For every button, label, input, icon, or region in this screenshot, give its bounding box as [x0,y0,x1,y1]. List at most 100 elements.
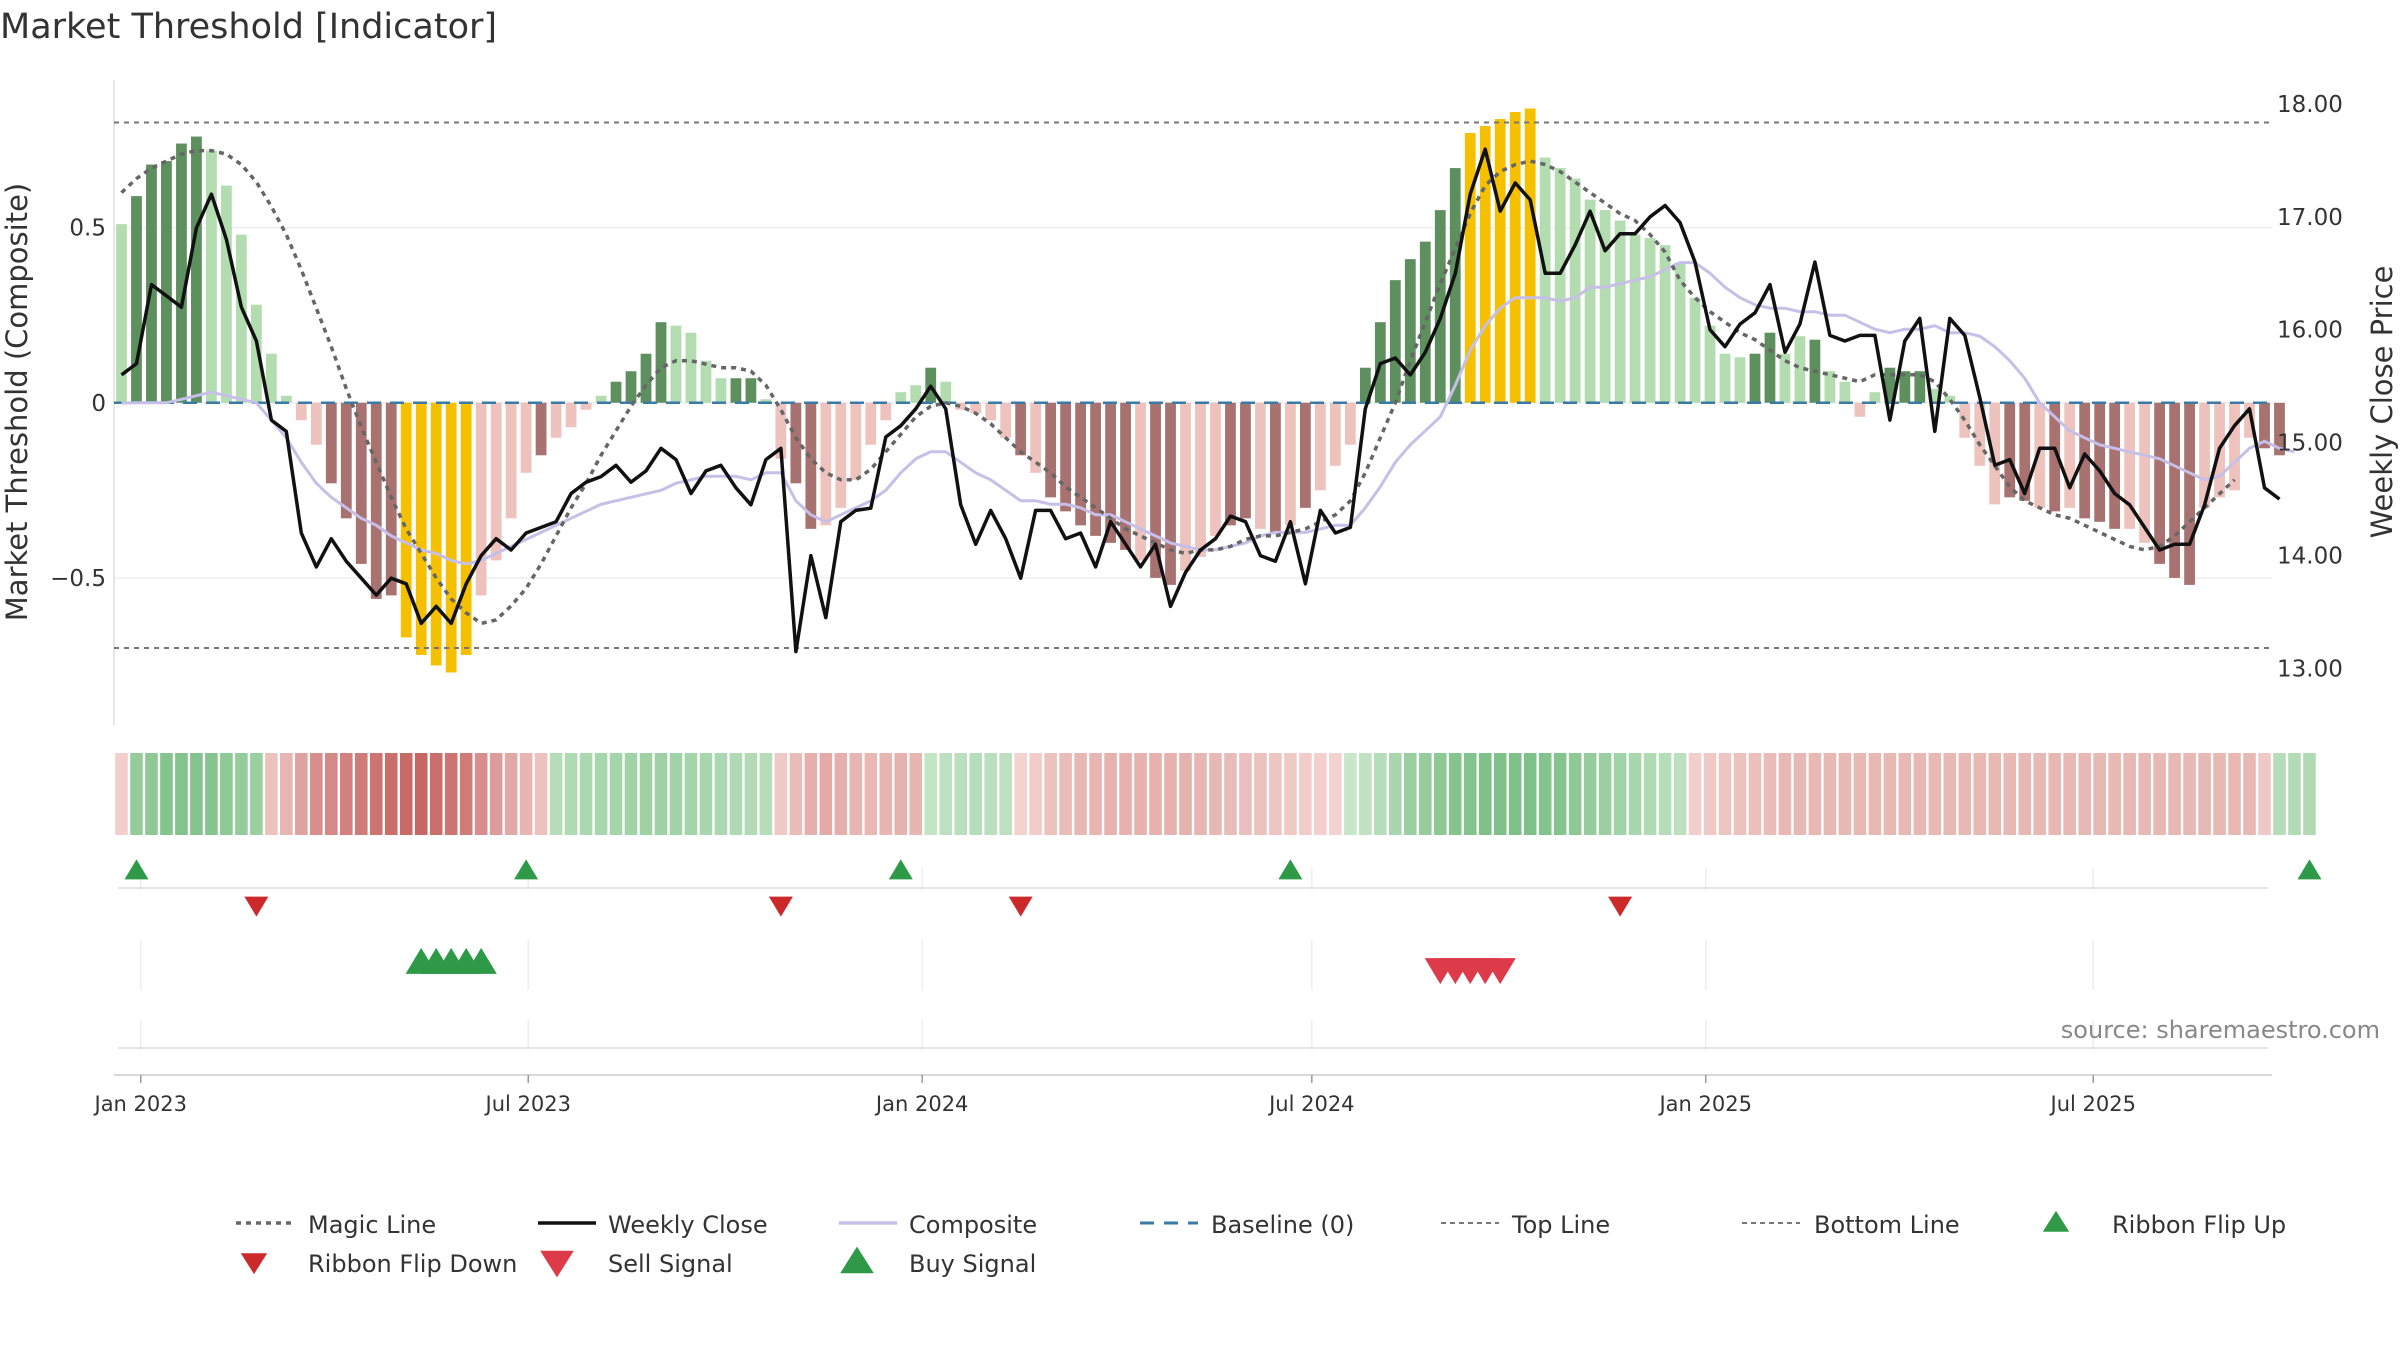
x-tick-label: Jul 2025 [2049,1092,2136,1116]
bar [1285,402,1296,526]
legend: Magic Line Weekly Close Composite Baseline … [236,1210,2286,1278]
ribbon-cell [1763,753,1777,835]
bar [790,402,802,484]
bar [1210,402,1221,536]
legend-item-flip_down: Ribbon Flip Down [240,1250,517,1278]
legend-item-buy: Buy Signal [840,1246,1036,1278]
bar [2004,402,2016,498]
ribbon-cell [714,753,728,835]
ribbon-cell [1014,753,1027,835]
legend-label: Top Line [1511,1211,1610,1239]
ribbon-cell [145,753,158,835]
bar [565,402,577,428]
bar [1944,395,1956,403]
ribbon-cell [819,753,833,835]
bar [206,150,217,403]
ribbon-cell [1209,753,1222,835]
y-right-tick-label: 14.00 [2277,544,2343,570]
ribbon-cell [1254,753,1267,835]
x-tick-label: Jan 2025 [1657,1092,1752,1116]
bar [280,395,292,403]
legend-item-bottom: Bottom Line [1742,1211,1960,1239]
bar [1165,402,1176,585]
ribbon-cell [1164,753,1177,835]
legend-item-baseline: Baseline (0) [1140,1211,1354,1239]
legend-label: Ribbon Flip Up [2112,1211,2286,1239]
ribbon-cell [130,753,143,835]
bar [1060,402,1072,512]
ribbon-cell [1928,753,1942,835]
ribbon-cell [1149,753,1162,835]
ribbon-cell [924,753,938,835]
legend-item-sell: Sell Signal [540,1250,733,1278]
chart-title: Market Threshold [Indicator] [0,7,497,47]
ribbon-cell [325,753,338,835]
composite-line [121,261,2295,566]
ribbon-cell [295,753,308,835]
legend-item-magic: Magic Line [236,1211,436,1239]
composite-bars [116,108,2285,673]
bar [1869,392,1881,403]
ribbon-cell [579,753,593,835]
ribbon-cell [864,753,878,835]
bar [1659,245,1671,403]
y-left-tick-label: −0.5 [50,566,106,592]
ribbon-cell [984,753,997,835]
ribbon-cell [1718,753,1732,835]
ribbon-cell [2228,753,2241,835]
ribbon-cell [2213,753,2226,835]
ribbon-cell [834,753,848,835]
bar [1120,402,1131,550]
ribbon-cell [1988,753,2002,835]
ribbon-cell [1523,753,1537,835]
ribbon-cell [1448,753,1462,835]
bar [1270,402,1281,533]
bar [1015,402,1027,456]
ribbon-cell [774,753,788,835]
ribbon-cell [2183,753,2196,835]
ribbon-cell [2048,753,2061,835]
sell-signal-marker [1484,958,1516,985]
legend-label: Bottom Line [1814,1211,1960,1239]
ribbon-cell [894,753,908,835]
bar [2229,402,2240,491]
ribbon-cell [310,753,323,835]
bar [1719,353,1731,403]
ribbon-cell [190,753,203,835]
ribbon-cell [1194,753,1207,835]
bar [1899,371,1911,403]
ribbon-cell [1418,753,1432,835]
ribbon-cell [444,753,458,835]
bar [2079,402,2091,519]
ribbon-cell [339,753,353,835]
ribbon-cell [1389,753,1402,835]
ribbon-cell [2078,753,2091,835]
bar [2274,402,2285,456]
ribbon-cell [519,753,533,835]
bar [1434,210,1446,403]
buy-signal-marker [465,947,497,974]
bar [1150,402,1161,578]
bar [700,360,712,403]
ribbon-cell [909,753,923,835]
ribbon-cell [954,753,968,835]
bar [835,402,847,508]
bar [1419,241,1431,403]
ribbon-cell [1299,753,1312,835]
bar [640,353,652,403]
bar [1255,402,1266,529]
ribbon-cell [1493,753,1507,835]
bar [1135,402,1146,561]
y-axis-left-ticks: 0.5 0 −0.5 [50,216,106,592]
bar [325,402,337,484]
ribbon-cell [789,753,803,835]
y-left-tick-label: 0 [91,391,106,417]
legend-label: Baseline (0) [1211,1211,1354,1239]
bar [1584,199,1596,403]
ribbon-cell [1478,753,1492,835]
ribbon-cell [1508,753,1522,835]
bar [610,381,622,403]
y-right-tick-label: 16.00 [2277,318,2343,344]
bar [1105,402,1116,543]
ribbon-cell [1314,753,1327,835]
